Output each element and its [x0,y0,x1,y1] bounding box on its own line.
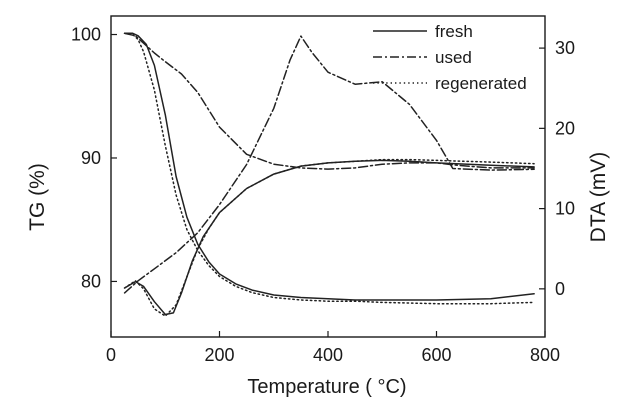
series-fresh-dta-line [123,159,535,316]
y-left-axis-label: TG (%) [26,163,49,231]
legend-label-fresh: fresh [435,22,473,41]
series-used-dta-line [123,35,535,294]
y-right-tick-label: 20 [555,118,575,138]
series-regenerated-dta-line [123,158,535,317]
x-axis-label: Temperature ( °C) [247,376,406,398]
legend-label-used: used [435,48,472,67]
y-right-tick-label: 30 [555,38,575,58]
series-regenerated-tg-line [123,32,535,305]
y-right-tick-label: 10 [555,199,575,219]
axes: 0 200 400 600 800 80 90 100 0 10 20 30 [71,15,575,365]
y-right-axis-label: DTA (mV) [587,152,610,243]
series-fresh-tg-line [123,32,535,301]
x-tick-label: 200 [204,345,234,365]
x-tick-label: 0 [106,345,116,365]
x-tick-label: 600 [421,345,451,365]
legend: fresh used regenerated [373,22,527,93]
x-tick-label: 400 [313,345,343,365]
x-tick-label: 800 [530,345,560,365]
series-lines [123,32,535,317]
y-left-tick-label: 90 [81,148,101,168]
y-right-tick-label: 0 [555,279,565,299]
y-left-tick-label: 100 [71,25,101,45]
y-left-tick-label: 80 [81,271,101,291]
legend-label-regenerated: regenerated [435,74,527,93]
series-used-tg-line [123,32,535,170]
